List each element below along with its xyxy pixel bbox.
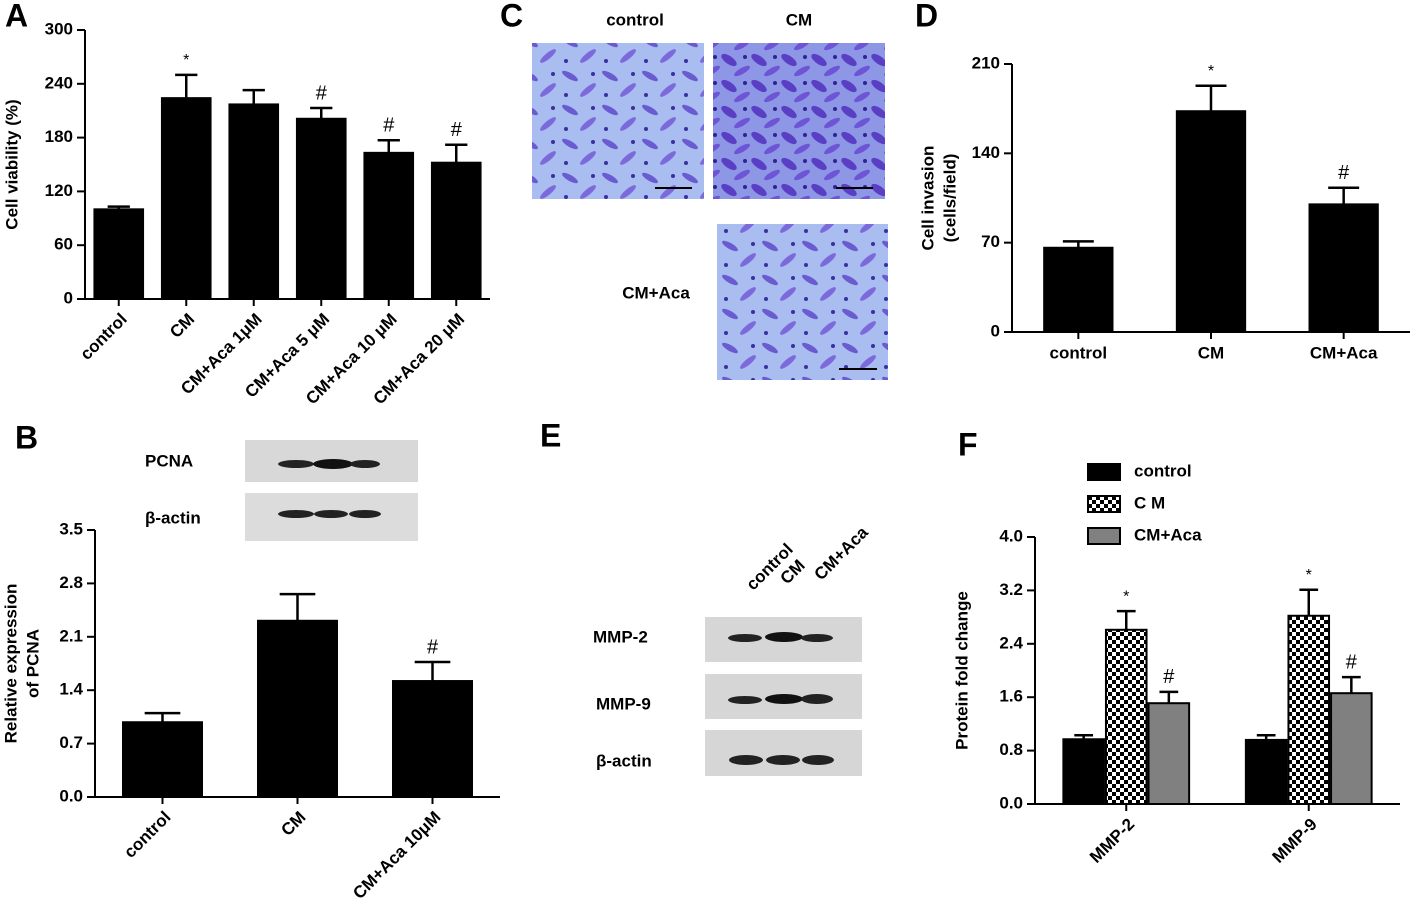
x-tick-label: control xyxy=(120,808,174,862)
blot-label: MMP-2 xyxy=(593,627,648,646)
y-tick-label: 2.1 xyxy=(59,626,83,645)
panel-letter: E xyxy=(540,417,561,453)
bar xyxy=(1244,738,1288,805)
blot-label: β-actin xyxy=(596,751,652,770)
y-tick-label: 0.8 xyxy=(999,740,1023,759)
y-tick-label: 180 xyxy=(45,127,73,146)
y-axis-label: (cells/field) xyxy=(940,154,959,243)
y-tick-label: 0 xyxy=(991,321,1000,340)
y-axis-label: of PCNA xyxy=(23,629,42,698)
bar xyxy=(122,721,203,798)
bar xyxy=(1308,203,1379,333)
bar xyxy=(93,208,145,300)
image-label: CM+Aca xyxy=(622,283,690,302)
y-axis-label: Cell invasion xyxy=(918,146,937,251)
y-tick-label: 2.8 xyxy=(59,573,83,592)
panel-letter: D xyxy=(915,0,938,33)
bar xyxy=(1104,628,1148,805)
legend-swatch xyxy=(1087,495,1121,513)
x-tick-label: CM+Aca xyxy=(1310,343,1378,362)
legend-label: control xyxy=(1134,461,1192,480)
bar xyxy=(228,103,280,300)
x-tick-label: CM xyxy=(166,310,198,342)
blot-label: β-actin xyxy=(145,508,201,527)
y-tick-label: 240 xyxy=(45,73,73,92)
y-tick-label: 4.0 xyxy=(999,526,1023,545)
annotation: # xyxy=(1163,666,1175,688)
y-axis-label: Relative expression xyxy=(1,584,20,744)
y-tick-label: 70 xyxy=(981,232,1000,251)
bar xyxy=(1147,702,1191,806)
bar xyxy=(1287,614,1331,806)
annotation: * xyxy=(1123,588,1129,605)
bar xyxy=(1062,738,1105,805)
y-tick-label: 300 xyxy=(45,19,73,38)
y-tick-label: 0.7 xyxy=(59,733,83,752)
legend-swatch xyxy=(1087,463,1121,481)
blot-label: MMP-9 xyxy=(596,694,651,713)
panel-letter: C xyxy=(500,0,523,33)
bar xyxy=(257,619,338,799)
legend-label: C M xyxy=(1134,493,1165,512)
x-tick-label: control xyxy=(77,310,131,364)
legend-swatch xyxy=(1087,527,1121,545)
y-tick-label: 0.0 xyxy=(59,786,83,805)
legend-label: CM+Aca xyxy=(1134,525,1202,544)
y-tick-label: 3.2 xyxy=(999,580,1023,599)
blot-e: E control CM CM+Aca MMP-2 MMP-9 β-actin xyxy=(540,417,872,776)
bar xyxy=(363,151,415,300)
annotation: # xyxy=(383,115,395,137)
blot-b: PCNA β-actin xyxy=(145,440,418,541)
annotation: * xyxy=(1306,567,1312,584)
bar xyxy=(392,680,473,798)
panel-letter: A xyxy=(5,0,28,33)
image-label: control xyxy=(606,10,664,29)
annotation: # xyxy=(1338,162,1350,184)
y-tick-label: 60 xyxy=(54,235,73,254)
lane-label: CM+Aca xyxy=(811,522,873,584)
annotation: * xyxy=(183,52,189,69)
x-tick-label: MMP-2 xyxy=(1086,815,1138,867)
x-tick-label: control xyxy=(1050,343,1108,362)
image-label: CM xyxy=(786,10,812,29)
y-tick-label: 210 xyxy=(972,53,1000,72)
bar xyxy=(295,117,347,300)
bar xyxy=(160,97,212,300)
y-tick-label: 120 xyxy=(45,181,73,200)
y-tick-label: 140 xyxy=(972,143,1000,162)
x-tick-label: MMP-9 xyxy=(1269,815,1321,867)
y-tick-label: 0 xyxy=(64,288,73,307)
micrographs: C control CM CM+Aca xyxy=(500,0,888,380)
bar xyxy=(1043,246,1114,333)
y-tick-label: 2.4 xyxy=(999,633,1023,652)
bar xyxy=(1175,110,1247,333)
annotation: # xyxy=(427,636,439,658)
bar xyxy=(1330,692,1373,806)
y-tick-label: 1.6 xyxy=(999,687,1023,706)
annotation: * xyxy=(1208,63,1214,80)
annotation: # xyxy=(451,119,463,141)
annotation: # xyxy=(1346,651,1358,673)
y-tick-label: 1.4 xyxy=(59,680,83,699)
y-axis-label: Protein fold change xyxy=(952,591,971,750)
x-tick-label: CM+Aca 10μM xyxy=(349,808,444,903)
panel-letter: B xyxy=(15,419,38,455)
y-axis-label: Cell viability (%) xyxy=(2,99,21,229)
panel-letter: F xyxy=(958,426,978,462)
x-tick-label: CM xyxy=(277,808,309,840)
blot-label: PCNA xyxy=(145,451,193,470)
annotation: # xyxy=(316,82,328,104)
y-tick-label: 0.0 xyxy=(999,793,1023,812)
y-tick-label: 3.5 xyxy=(59,519,83,538)
x-tick-label: CM xyxy=(1198,343,1224,362)
bar xyxy=(430,161,482,300)
